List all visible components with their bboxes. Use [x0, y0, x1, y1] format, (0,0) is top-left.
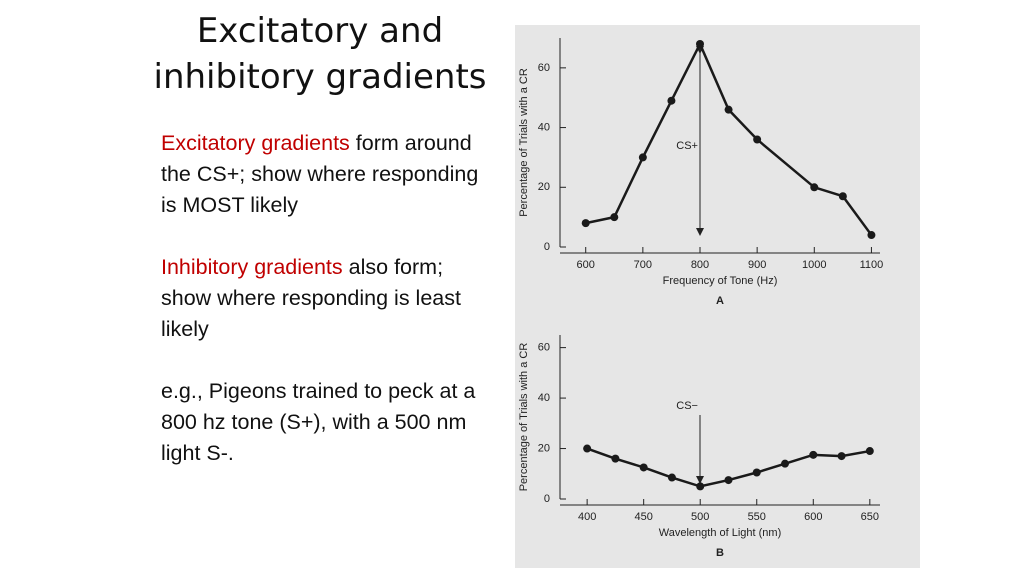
x-tick-label: 450: [634, 511, 652, 523]
x-axis-title: Wavelength of Light (nm): [659, 527, 781, 539]
y-tick-label: 0: [544, 241, 550, 253]
paragraph: Inhibitory gradients also form; show wher…: [161, 252, 496, 345]
x-tick-label: 1000: [802, 259, 826, 271]
x-tick-label: 650: [861, 511, 879, 523]
paragraph: Excitatory gradients form around the CS+;…: [161, 128, 496, 221]
y-tick-label: 60: [538, 62, 550, 74]
slide-title: Excitatory and inhibitory gradients: [130, 8, 510, 100]
y-axis-title: Percentage of Trials with a CR: [518, 68, 530, 217]
x-tick-label: 550: [748, 511, 766, 523]
x-tick-label: 700: [634, 259, 652, 271]
data-point: [696, 39, 704, 48]
panel-label: A: [716, 295, 724, 307]
data-point: [810, 183, 819, 192]
y-tick-label: 0: [544, 493, 550, 505]
title-line: Excitatory and: [196, 11, 444, 51]
data-point: [809, 450, 818, 459]
annotation: CS−: [676, 400, 698, 412]
data-point: [696, 482, 705, 491]
x-tick-label: 500: [691, 511, 709, 523]
data-point: [724, 105, 733, 114]
x-axis-title: Frequency of Tone (Hz): [663, 275, 778, 287]
data-point: [638, 153, 647, 162]
data-point: [581, 219, 590, 228]
data-point: [838, 192, 847, 201]
paragraph: e.g., Pigeons trained to peck at a 800 h…: [161, 376, 496, 469]
data-point: [781, 459, 790, 468]
annotation: CS+: [676, 140, 698, 152]
highlight: Excitatory gradients: [161, 131, 350, 155]
paragraph-text: also form; show where responding is leas…: [161, 255, 461, 341]
y-tick-label: 60: [538, 342, 550, 354]
x-tick-label: 1100: [860, 259, 884, 271]
text-body: Excitatory gradients form around the CS+;…: [161, 128, 496, 500]
data-point: [611, 454, 620, 463]
x-tick-label: 600: [804, 511, 822, 523]
paragraph-text: form around the CS+; show where respondi…: [161, 131, 479, 217]
y-axis-title: Percentage of Trials with a CR: [518, 343, 530, 492]
paragraph-text: e.g., Pigeons trained to peck at a 800 h…: [161, 379, 476, 465]
data-point: [753, 135, 762, 144]
data-line: [585, 41, 873, 236]
x-tick-label: 400: [578, 511, 596, 523]
x-tick-label: 600: [577, 259, 595, 271]
data-point: [724, 476, 733, 485]
data-point: [667, 96, 676, 105]
data-point: [610, 213, 619, 222]
figure-panel: [515, 25, 920, 568]
data-point: [583, 444, 592, 453]
data-point: [752, 468, 761, 477]
y-tick-label: 20: [538, 442, 550, 454]
y-tick-label: 20: [538, 181, 550, 193]
data-point: [867, 231, 876, 240]
x-tick-label: 900: [748, 259, 766, 271]
title-line: inhibitory gradients: [153, 57, 487, 97]
data-point: [865, 447, 874, 456]
panel-label: B: [716, 547, 724, 559]
data-point: [837, 452, 846, 461]
highlight: Inhibitory gradients: [161, 255, 343, 279]
x-tick-label: 800: [691, 259, 709, 271]
y-tick-label: 40: [538, 121, 550, 133]
data-point: [639, 463, 648, 472]
y-tick-label: 40: [538, 392, 550, 404]
data-point: [667, 473, 676, 482]
